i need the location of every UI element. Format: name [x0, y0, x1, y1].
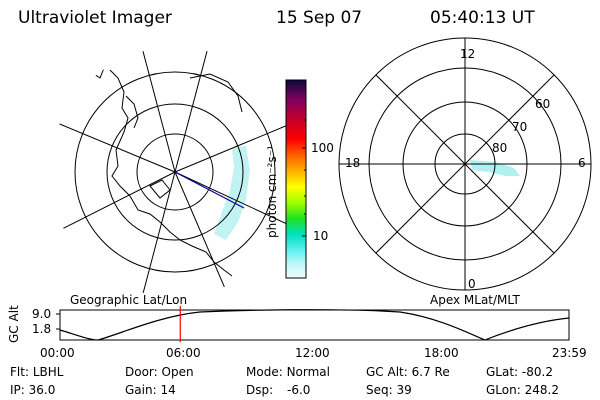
status-seq-label: Seq: [366, 383, 393, 397]
status-dsp-label: Dsp: [246, 383, 274, 397]
status-glat-label: GLat: [486, 365, 519, 379]
status-ip: IP: 36.0 [10, 384, 55, 396]
status-glon: GLon: 248.2 [486, 384, 559, 396]
status-door-value: Open [161, 365, 194, 379]
mlt-label-18: 18 [345, 156, 361, 170]
mlt-label-6: 6 [578, 156, 586, 170]
status-mode-label: Mode: [246, 365, 283, 379]
status-door: Door: Open [125, 366, 194, 378]
status-ip-label: IP: [10, 383, 25, 397]
status-gain-label: Gain: [125, 383, 157, 397]
status-mode: Mode: Normal [246, 366, 330, 378]
colorbar [285, 79, 307, 279]
timeline-ylabel: GC Alt [7, 305, 21, 343]
timeline-ytick-high: 9.0 [32, 307, 52, 321]
status-gcalt-value: 6.7 Re [411, 365, 450, 379]
date-label: 15 Sep 07 [276, 8, 363, 28]
status-flt-value: LBHL [32, 365, 64, 379]
timeline-xtick-0600: 06:00 [166, 346, 201, 360]
status-dsp-value: -6.0 [286, 383, 311, 397]
left-panel-caption: Geographic Lat/Lon [70, 293, 188, 307]
colorbar-tick-100: 100 [311, 141, 334, 155]
timeline-xtick-1800: 18:00 [424, 346, 459, 360]
status-flt: Flt: LBHL [10, 366, 63, 378]
timeline-xtick-2359: 23:59 [552, 346, 587, 360]
status-gain-value: 14 [160, 383, 176, 397]
status-glat-value: -80.2 [521, 365, 553, 379]
colorbar-tick-10: 10 [313, 229, 329, 243]
right-panel-caption: Apex MLat/MLT [430, 293, 520, 307]
status-glon-value: 248.2 [524, 383, 559, 397]
timeline-plot [56, 306, 570, 342]
timeline-xtick-1200: 12:00 [295, 346, 330, 360]
status-seq: Seq: 39 [366, 384, 412, 396]
status-gcalt: GC Alt: 6.7 Re [366, 366, 450, 378]
mlat-label-80: 80 [492, 141, 508, 155]
timeline-ytick-low: 1.8 [32, 322, 52, 336]
status-glon-label: GLon: [486, 383, 521, 397]
status-door-label: Door: [125, 365, 158, 379]
status-glat: GLat: -80.2 [486, 366, 553, 378]
status-mode-value: Normal [286, 365, 330, 379]
status-flt-label: Flt: [10, 365, 29, 379]
geographic-map [50, 47, 300, 297]
status-ip-value: 36.0 [28, 383, 56, 397]
status-gain: Gain: 14 [125, 384, 176, 396]
aurora-emission-left [214, 146, 250, 240]
instrument-title: Ultraviolet Imager [18, 8, 172, 28]
mlt-label-0: 0 [468, 277, 476, 291]
timeline-xtick-0000: 00:00 [40, 346, 75, 360]
mlat-label-70: 70 [512, 120, 528, 134]
status-gcalt-label: GC Alt: [366, 365, 408, 379]
coastline [109, 69, 233, 277]
time-label: 05:40:13 UT [430, 8, 535, 28]
colorbar-unit-label: photon cm⁻²s⁻¹ [265, 145, 279, 238]
polar-plot [338, 37, 592, 291]
mlt-label-12: 12 [460, 47, 476, 61]
status-seq-value: 39 [396, 383, 412, 397]
status-dsp: Dsp: -6.0 [246, 384, 310, 396]
mlat-label-60: 60 [535, 97, 551, 111]
